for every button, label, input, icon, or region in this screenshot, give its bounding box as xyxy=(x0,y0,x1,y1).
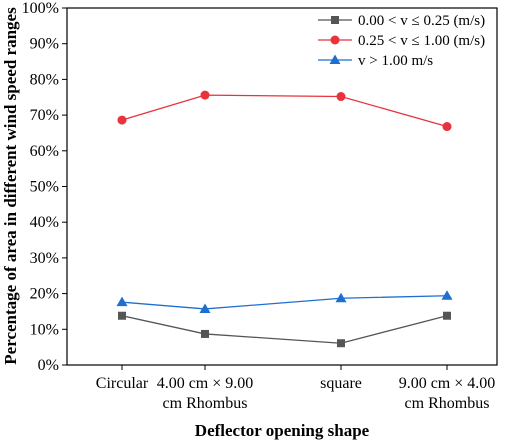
legend-label: 0.00 < v ≤ 0.25 (m/s) xyxy=(358,13,485,29)
y-tick-label: 10% xyxy=(30,321,59,338)
x-tick-label: 4.00 cm × 9.00 cm Rhombus xyxy=(157,375,254,412)
legend-label: 0.25 < v ≤ 1.00 (m/s) xyxy=(358,33,485,49)
legend-label: v > 1.00 m/s xyxy=(358,53,433,69)
x-tick-label: square xyxy=(320,375,362,392)
series-line xyxy=(121,315,448,344)
data-point xyxy=(118,311,126,320)
y-tick-label: 50% xyxy=(30,179,59,196)
series-layer xyxy=(116,90,453,348)
legend-marker xyxy=(329,54,341,64)
legend-marker xyxy=(331,16,339,24)
series-3 xyxy=(116,290,453,313)
series-line xyxy=(121,94,448,128)
data-point xyxy=(200,90,210,100)
data-point xyxy=(337,339,345,348)
data-point xyxy=(336,92,346,102)
series-2 xyxy=(117,90,452,132)
x-tick-label: 9.00 cm × 4.00 cm Rhombus xyxy=(399,375,496,412)
x-axis-title: Deflector opening shape xyxy=(195,421,370,440)
data-point xyxy=(442,122,452,132)
x-tick-label: Circular xyxy=(96,375,149,392)
legend-marker xyxy=(330,35,340,45)
x-axis: Circular 4.00 cm × 9.00 cm Rhombus square 9.… xyxy=(96,365,496,412)
y-tick-label: 100% xyxy=(22,0,59,17)
y-tick-label: 0% xyxy=(38,357,59,374)
series-1 xyxy=(118,311,451,348)
legend: 0.00 < v ≤ 0.25 (m/s) 0.25 < v ≤ 1.00 (m/… xyxy=(318,13,485,69)
y-tick-label: 90% xyxy=(30,36,59,53)
legend-item: v > 1.00 m/s xyxy=(318,53,433,69)
y-tick-label: 20% xyxy=(30,286,59,303)
legend-item: 0.00 < v ≤ 0.25 (m/s) xyxy=(318,13,485,29)
data-point xyxy=(443,311,451,320)
y-axis: 0% 10% 20% 30% 40% 50% 60% 70% 80% 90% 100% xyxy=(22,0,67,374)
data-point xyxy=(116,296,128,307)
data-point xyxy=(201,329,209,338)
y-tick-label: 40% xyxy=(30,214,59,231)
data-point xyxy=(199,303,211,313)
y-tick-label: 80% xyxy=(30,71,59,88)
y-axis-title: Percentage of area in different wind spe… xyxy=(1,7,20,365)
y-tick-label: 60% xyxy=(30,143,59,160)
series-line xyxy=(121,295,448,310)
data-point xyxy=(117,115,127,125)
y-tick-label: 30% xyxy=(30,250,59,267)
y-tick-label: 70% xyxy=(30,107,59,124)
legend-item: 0.25 < v ≤ 1.00 (m/s) xyxy=(318,33,485,49)
data-point xyxy=(441,290,453,300)
data-point xyxy=(335,292,347,303)
